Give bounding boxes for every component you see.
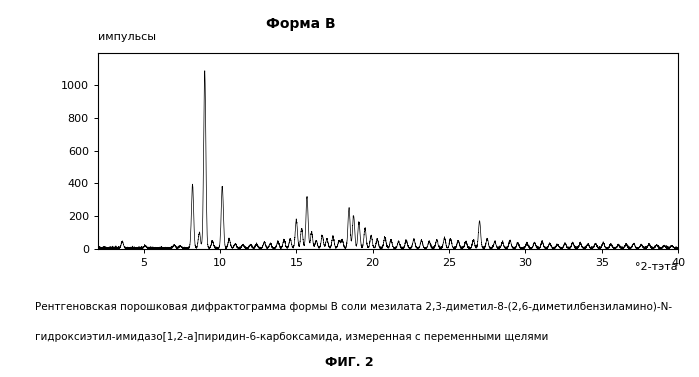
Text: Рентгеновская порошковая дифрактограмма формы В соли мезилата 2,3-диметил-8-(2,6: Рентгеновская порошковая дифрактограмма … — [35, 302, 672, 312]
Text: импульсы: импульсы — [98, 32, 156, 42]
Text: ФИГ. 2: ФИГ. 2 — [325, 357, 374, 369]
Text: гидроксиэтил-имидазо[1,2-а]пиридин-6-карбоксамида, измеренная с переменными щеля: гидроксиэтил-имидазо[1,2-а]пиридин-6-кар… — [35, 332, 548, 342]
Text: Форма В: Форма В — [266, 17, 336, 31]
Text: °2-тэта: °2-тэта — [635, 262, 678, 272]
